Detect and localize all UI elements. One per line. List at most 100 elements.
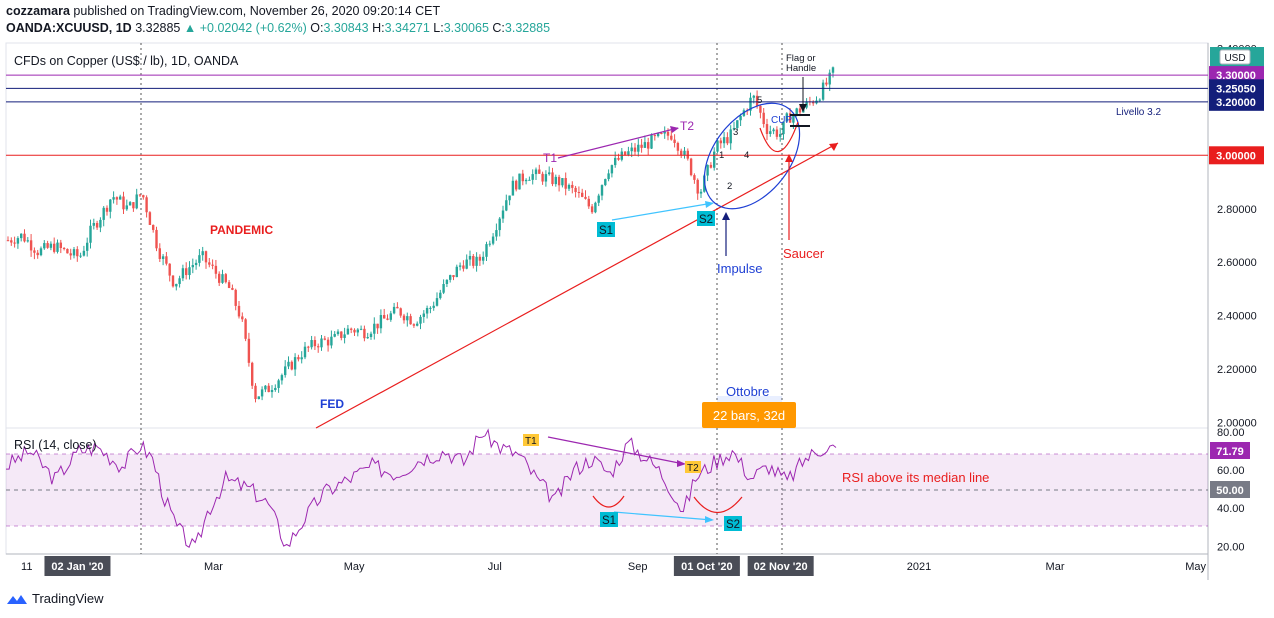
rsi-arrow-s1-s2[interactable] [613,511,713,521]
candle-body [637,144,640,152]
candle-body [201,251,204,256]
author-name[interactable]: cozzamara [6,4,70,18]
candle-body [785,113,788,122]
rsi-s1-badge [600,512,618,527]
candle-body [211,264,214,266]
candle-body [168,263,171,276]
wave-5-label: 5 [757,95,762,106]
candle-body [511,180,515,196]
candle-body [557,176,561,186]
candle-body [670,135,673,140]
candle-body [72,249,76,256]
close-label: C: [492,21,505,35]
rsi-line [6,428,837,548]
candle-body [495,230,498,237]
arrow-t1-t2[interactable] [557,127,679,159]
candle-body [313,340,317,347]
candle-body [208,262,211,265]
candle-body [779,134,782,137]
arrow-s1-s2[interactable] [611,202,714,221]
s2-label: S2 [699,214,713,226]
rsi-last-badge [1210,442,1250,459]
candle-body [257,396,260,400]
price-level-badge [1209,79,1264,98]
candle-body [221,274,224,283]
candle-body [683,150,686,156]
candle-body [821,82,825,100]
candle-body [102,207,105,220]
candle-body [831,67,835,73]
candle-body [435,298,439,306]
price-tick-label: 2.40000 [1217,311,1257,323]
rsi-arrow-t1-t2[interactable] [547,436,685,465]
candle-body [350,328,353,330]
price-level-value: 3.25050 [1216,83,1256,95]
brand-label[interactable]: TradingView [32,591,104,606]
candle-body [729,129,732,144]
candle-body [231,287,234,290]
candle-body [69,253,72,256]
price-level-value: 3.00000 [1216,150,1256,162]
candle-body [115,197,119,200]
candle-body [46,243,49,248]
candle-body [29,240,33,251]
candle-body [577,192,581,194]
range-label: 22 bars, 32d [713,408,785,423]
candle-body [227,282,231,288]
wave-1-label: 1 [719,150,724,161]
rsi-last-value: 71.79 [1216,446,1244,458]
candle-body [386,318,389,320]
rsi-axis: 20.00 40.00 60.00 80.00 [1217,427,1245,554]
candle-body [323,338,326,340]
candle-body [145,197,148,213]
saucer-label: Saucer [783,246,825,261]
candle-body [416,323,419,326]
symbol-label[interactable]: OANDA:XCUUSD, 1D [6,21,132,35]
candle-body [531,174,534,180]
candle-body [647,142,650,149]
candle-body [389,313,392,320]
pandemic-label: PANDEMIC [210,223,273,237]
candle-body [109,199,112,212]
wave-4-label: 4 [744,150,749,161]
candle-body [693,175,696,180]
time-tick-label: Mar [1046,561,1065,573]
rsi-tick-label: 80.00 [1217,427,1245,439]
candle-body [736,120,739,128]
candle-body [788,113,792,123]
horizontal-levels [6,74,1208,156]
candle-body [53,243,56,252]
candle-body [171,275,175,287]
wave-2-label: 2 [727,181,732,192]
candle-body [198,255,201,263]
candle-body [175,283,178,287]
trendline-red[interactable] [315,142,839,429]
range-badge[interactable] [702,402,796,428]
candle-body [135,194,138,209]
currency-badge[interactable] [1219,49,1251,65]
candle-body [204,251,208,263]
candle-body [429,307,432,309]
candle-body [686,150,689,159]
candle-body [468,256,472,260]
candle-body [277,380,280,388]
candle-body [739,115,742,121]
cup-label: CUP [771,115,792,126]
price-tick-label: 2.20000 [1217,364,1257,376]
candle-body [548,172,551,175]
candle-body [709,164,713,168]
publish-line: cozzamara published on TradingView.com, … [6,4,440,18]
rsi-series [6,428,837,548]
rsi-median-value: 50.00 [1216,485,1244,497]
candle-body [366,337,369,339]
candle-body [782,121,785,135]
candle-body [571,184,574,188]
t2-label: T2 [680,119,694,133]
impulse-ellipse[interactable] [685,85,819,226]
candle-body [20,233,23,239]
candle-body [310,340,313,348]
candle-body [689,158,693,176]
candle-body [640,144,643,148]
candle-body [224,274,227,283]
